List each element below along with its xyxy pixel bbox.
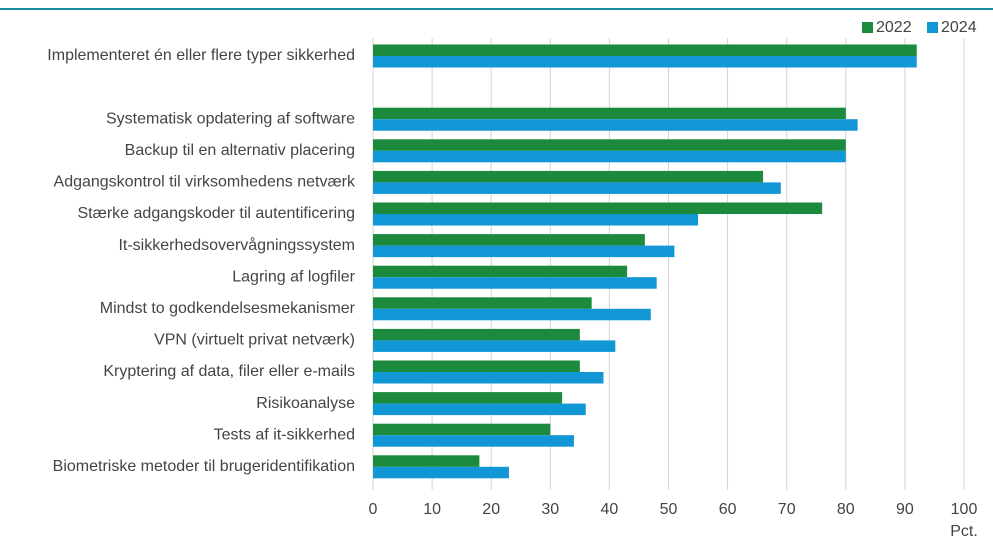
category-label: Adgangskontrol til virksomhedens netværk (54, 174, 356, 191)
bar (373, 214, 699, 226)
x-tick-label: 0 (369, 501, 378, 518)
legend-label: 2022 (876, 19, 912, 36)
x-tick-label: 40 (601, 501, 619, 518)
bar (373, 403, 586, 416)
bar (373, 170, 764, 183)
category-label: Tests af it-sikkerhed (214, 426, 355, 443)
bar (373, 150, 846, 163)
x-tick-label: 90 (896, 501, 914, 518)
x-tick-label: 100 (951, 501, 978, 518)
x-tick-label: 60 (719, 501, 737, 518)
bar (373, 455, 480, 467)
x-tick-label: 30 (541, 501, 559, 518)
bar (373, 435, 574, 447)
bar (373, 107, 846, 120)
bar (373, 308, 651, 321)
bar (373, 466, 509, 479)
category-label: Systematisk opdatering af software (106, 110, 355, 127)
x-tick-label: 20 (482, 501, 500, 518)
category-label: Lagring af logfiler (232, 268, 355, 285)
category-label: Implementeret én eller flere typer sikke… (47, 47, 355, 64)
bar (373, 277, 657, 289)
category-label: Risikoanalyse (256, 395, 355, 412)
legend-swatch (862, 22, 873, 33)
category-label: Stærke adgangskoder til autentificering (78, 205, 356, 222)
bar (373, 328, 580, 341)
bar (373, 56, 917, 68)
legend-swatch (927, 22, 938, 33)
bar (373, 139, 846, 151)
bar (373, 44, 917, 56)
bar (373, 423, 551, 436)
bar (373, 392, 563, 404)
bar (373, 245, 675, 258)
bar (373, 297, 592, 309)
category-label: Mindst to godkendelsesmekanismer (100, 300, 356, 317)
bar (373, 340, 616, 352)
x-tick-label: 10 (423, 501, 441, 518)
category-label: Biometriske metoder til brugeridentifika… (53, 458, 355, 475)
bar (373, 372, 604, 384)
bar (373, 202, 823, 214)
bar (373, 119, 858, 131)
legend-label: 2024 (941, 19, 977, 36)
x-tick-label: 80 (837, 501, 855, 518)
category-label: Backup til en alternativ placering (125, 142, 355, 159)
x-axis-label: Pct. (950, 523, 978, 539)
bar (373, 234, 645, 246)
category-label: VPN (virtuelt privat netværk) (154, 332, 355, 349)
x-tick-label: 50 (660, 501, 678, 518)
bar (373, 265, 628, 278)
category-label: It-sikkerhedsovervågningssystem (118, 236, 355, 254)
bar (373, 182, 781, 194)
category-label: Kryptering af data, filer eller e-mails (103, 363, 355, 380)
x-tick-label: 70 (778, 501, 796, 518)
bar (373, 360, 580, 372)
